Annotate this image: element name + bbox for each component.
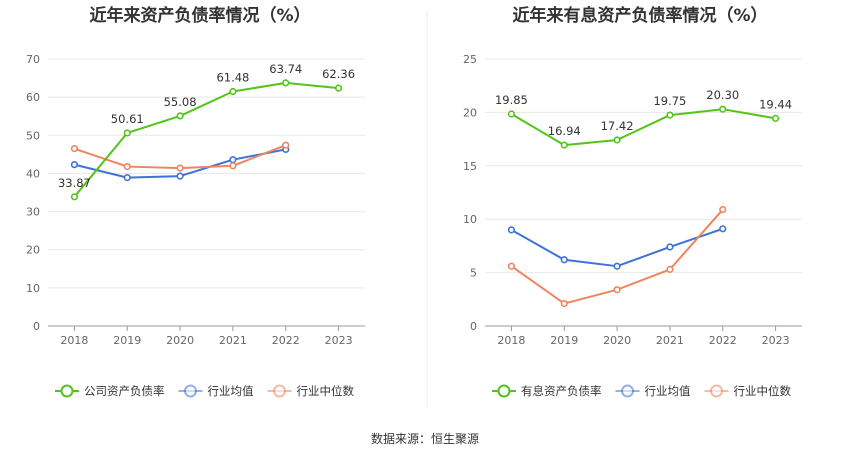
data-point — [666, 243, 674, 251]
y-tick-label: 0 — [33, 320, 40, 333]
data-point — [507, 226, 516, 234]
x-tick-label: 2023 — [325, 334, 353, 347]
legend-item[interactable]: 行业均值 — [615, 384, 691, 398]
y-tick-label: 50 — [26, 129, 40, 142]
y-tick-label: 30 — [26, 206, 40, 219]
x-tick-label: 2019 — [550, 334, 578, 347]
y-tick-label: 25 — [463, 53, 477, 66]
legend-item[interactable]: 行业均值 — [178, 384, 254, 398]
data-point — [560, 256, 568, 264]
x-tick-label: 2022 — [272, 334, 300, 347]
data-point — [771, 114, 780, 122]
legend-marker — [273, 384, 286, 398]
data-point — [229, 87, 237, 96]
data-point — [560, 141, 568, 149]
legend-label: 有息资产负债率 — [521, 384, 602, 398]
x-tick-label: 2022 — [709, 334, 737, 347]
data-label: 20.30 — [706, 88, 739, 102]
data-point — [613, 136, 621, 144]
legend-item[interactable]: 公司资产负债率 — [55, 384, 165, 398]
legend-item[interactable]: 有息资产负债率 — [492, 384, 602, 398]
data-label: 62.36 — [322, 67, 355, 81]
data-label: 19.85 — [495, 93, 528, 107]
x-tick-label: 2018 — [497, 334, 525, 347]
legend-label: 行业中位数 — [297, 384, 355, 398]
legend-marker — [621, 384, 634, 398]
legend-item[interactable]: 行业中位数 — [267, 384, 355, 398]
y-tick-label: 20 — [463, 106, 477, 119]
data-point — [613, 262, 621, 270]
data-point — [282, 79, 290, 87]
y-tick-label: 5 — [470, 267, 477, 280]
data-source: 数据来源：恒生聚源 — [371, 431, 479, 446]
data-point — [334, 84, 343, 92]
data-label: 17.42 — [601, 119, 634, 133]
data-point — [666, 111, 674, 119]
data-label: 19.44 — [759, 97, 792, 111]
x-tick-label: 2020 — [603, 334, 631, 347]
data-point — [613, 286, 621, 294]
series-line — [510, 108, 776, 147]
data-point — [123, 162, 131, 171]
interest-debt-ratio-chart: 近年来有息资产负债率情况（%） 0 5 10 15 20 25 2018 2019 2020 202… — [463, 5, 802, 398]
y-tick-label: 40 — [26, 167, 40, 180]
data-point — [282, 141, 290, 149]
x-tick-label: 2020 — [166, 334, 194, 347]
x-tick-label: 2018 — [60, 334, 88, 347]
data-point — [70, 161, 79, 169]
data-point — [507, 262, 516, 270]
data-label: 55.08 — [164, 95, 197, 109]
legend-marker — [497, 384, 511, 398]
data-point — [70, 193, 79, 201]
data-label: 63.74 — [269, 62, 302, 76]
y-tick-label: 15 — [463, 160, 477, 173]
data-point — [176, 172, 184, 180]
y-tick-label: 0 — [470, 320, 477, 333]
series-line — [73, 81, 339, 198]
data-point — [123, 129, 131, 137]
data-point — [719, 105, 727, 113]
data-point — [229, 162, 237, 170]
data-point — [719, 205, 727, 214]
data-point — [176, 112, 184, 120]
data-point — [719, 225, 727, 233]
data-point — [507, 110, 516, 118]
y-tick-label: 20 — [26, 244, 40, 257]
y-tick-label: 10 — [463, 213, 477, 226]
legend-marker — [184, 384, 197, 398]
chart-title: 近年来有息资产负债率情况（%） — [512, 5, 767, 26]
data-label: 33.87 — [58, 176, 91, 190]
legend-label: 公司资产负债率 — [84, 384, 165, 398]
x-tick-label: 2023 — [762, 334, 790, 347]
legend-label: 行业均值 — [645, 384, 691, 398]
debt-ratio-chart: 近年来资产负债率情况（%） 0 10 20 30 40 50 60 70 2018 2019 2020… — [26, 5, 365, 398]
data-point — [123, 174, 131, 182]
legend-marker — [710, 384, 723, 398]
legend-label: 行业均值 — [208, 384, 254, 398]
data-point — [229, 156, 237, 164]
data-point — [560, 299, 568, 308]
data-point — [176, 164, 184, 172]
legend-marker — [60, 384, 74, 398]
data-label: 16.94 — [548, 124, 581, 138]
y-tick-label: 60 — [26, 91, 40, 104]
legend-label: 行业中位数 — [734, 384, 792, 398]
x-tick-label: 2021 — [219, 334, 247, 347]
data-label: 50.61 — [111, 112, 144, 126]
y-tick-label: 10 — [26, 282, 40, 295]
x-tick-label: 2021 — [656, 334, 684, 347]
y-tick-label: 70 — [26, 53, 40, 66]
x-tick-label: 2019 — [113, 334, 141, 347]
legend-item[interactable]: 行业中位数 — [704, 384, 792, 398]
data-point — [70, 145, 79, 153]
data-label: 19.75 — [653, 94, 686, 108]
data-label: 61.48 — [216, 70, 249, 84]
series-line — [510, 227, 724, 268]
data-point — [666, 265, 674, 273]
chart-title: 近年来资产负债率情况（%） — [89, 5, 310, 26]
